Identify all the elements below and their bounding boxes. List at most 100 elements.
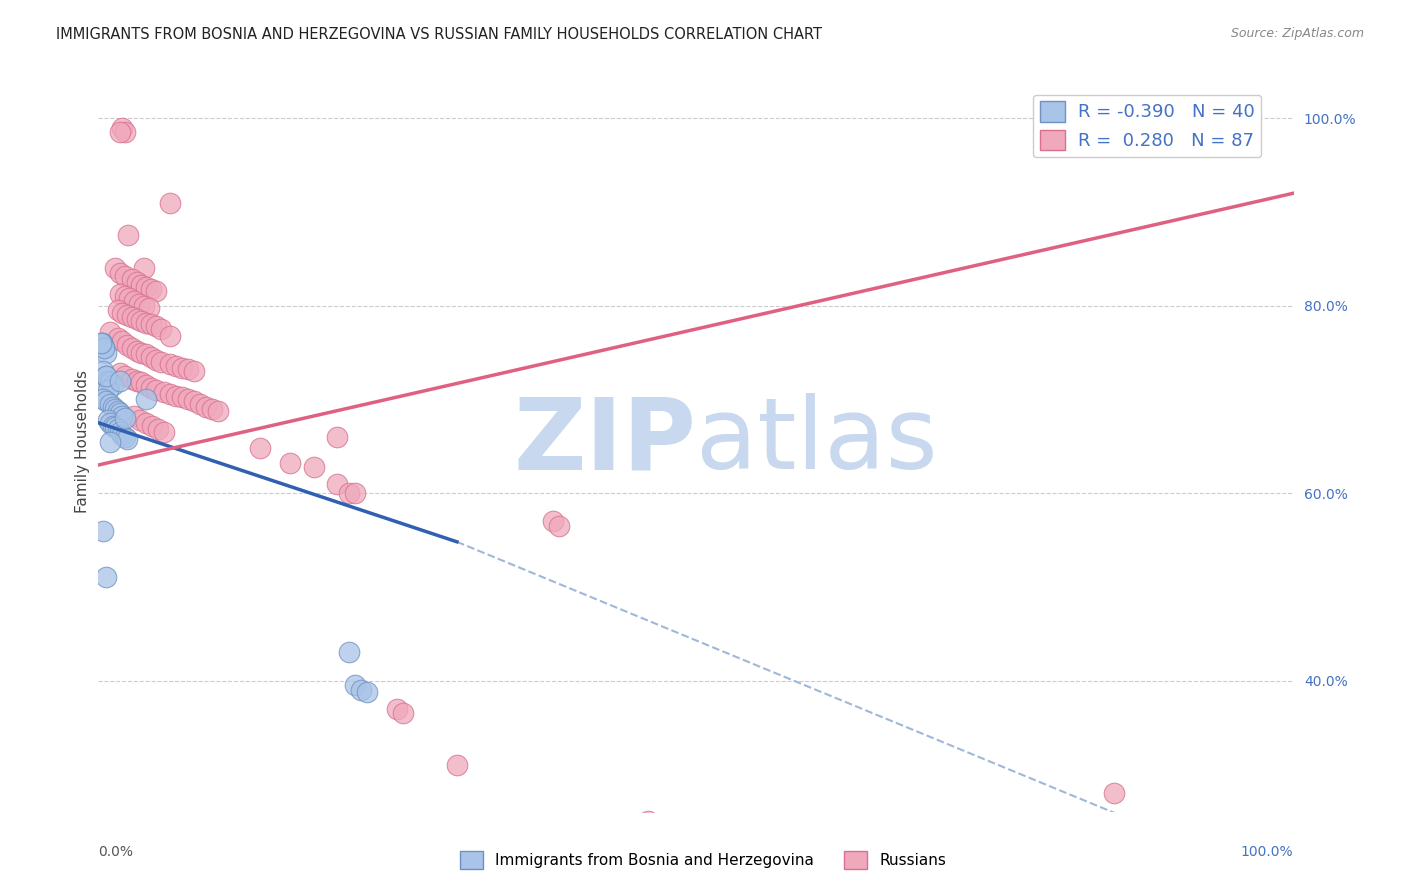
Point	[91, 364, 114, 378]
Point	[547, 519, 569, 533]
Point	[149, 355, 172, 369]
Point	[165, 389, 187, 403]
Point	[108, 406, 131, 420]
Point	[128, 297, 150, 311]
Text: Source: ZipAtlas.com: Source: ZipAtlas.com	[1230, 27, 1364, 40]
Point	[114, 125, 136, 139]
Point	[135, 316, 157, 330]
Point	[93, 341, 115, 355]
Point	[115, 338, 138, 352]
Point	[135, 416, 157, 430]
Point	[177, 362, 200, 376]
Point	[188, 397, 211, 411]
Point	[98, 376, 122, 390]
Point	[131, 313, 153, 327]
Point	[145, 284, 167, 298]
Point	[97, 413, 120, 427]
Point	[94, 345, 117, 359]
Point	[207, 403, 229, 417]
Point	[356, 685, 378, 699]
Point	[108, 425, 131, 439]
Point	[183, 364, 205, 378]
Point	[107, 403, 129, 417]
Point	[139, 318, 162, 332]
Point	[121, 372, 143, 386]
Point	[107, 422, 129, 436]
Point	[153, 384, 176, 399]
Point	[104, 261, 127, 276]
Point	[93, 341, 115, 355]
Point	[344, 486, 367, 500]
Point	[111, 120, 134, 135]
Point	[114, 411, 136, 425]
Point	[302, 823, 325, 838]
Point	[135, 347, 157, 361]
Point	[344, 678, 367, 692]
Point	[108, 287, 131, 301]
Point	[115, 308, 138, 322]
Point	[107, 331, 129, 345]
Point	[392, 706, 415, 721]
Point	[159, 328, 181, 343]
Point	[117, 228, 139, 243]
Point	[101, 378, 124, 392]
Point	[446, 757, 468, 772]
Point	[138, 301, 160, 315]
Text: 100.0%: 100.0%	[1241, 845, 1294, 859]
Point	[114, 268, 136, 283]
Point	[201, 401, 224, 416]
Point	[139, 381, 162, 395]
Y-axis label: Family Households: Family Households	[75, 370, 90, 513]
Point	[98, 397, 122, 411]
Point	[125, 311, 148, 326]
Point	[111, 428, 134, 442]
Point	[172, 360, 194, 375]
Point	[108, 366, 131, 380]
Point	[326, 430, 349, 444]
Text: atlas: atlas	[696, 393, 938, 490]
Point	[111, 306, 134, 320]
Point	[159, 386, 181, 401]
Point	[339, 486, 361, 500]
Point	[145, 383, 167, 397]
Point	[91, 392, 114, 407]
Point	[118, 291, 141, 305]
Point	[145, 353, 167, 368]
Text: ZIP: ZIP	[513, 393, 696, 490]
Point	[98, 434, 122, 449]
Point	[104, 401, 127, 416]
Point	[1104, 786, 1126, 800]
Point	[111, 334, 134, 349]
Point	[97, 383, 120, 397]
Point	[183, 394, 205, 409]
Point	[135, 280, 157, 294]
Point	[114, 289, 136, 303]
Point	[121, 272, 143, 286]
Point	[139, 282, 162, 296]
Point	[94, 570, 117, 584]
Point	[104, 420, 127, 434]
Point	[101, 418, 124, 433]
Point	[139, 350, 162, 364]
Point	[114, 430, 136, 444]
Point	[135, 392, 157, 407]
Point	[90, 336, 112, 351]
Point	[91, 524, 114, 538]
Point	[637, 814, 659, 829]
Point	[121, 310, 143, 324]
Legend: Immigrants from Bosnia and Herzegovina, Russians: Immigrants from Bosnia and Herzegovina, …	[454, 845, 952, 875]
Point	[125, 275, 148, 289]
Point	[541, 514, 564, 528]
Point	[165, 359, 187, 373]
Point	[124, 293, 146, 308]
Point	[115, 432, 138, 446]
Point	[145, 319, 167, 334]
Point	[148, 422, 170, 436]
Point	[125, 374, 148, 388]
Point	[249, 441, 271, 455]
Point	[121, 341, 143, 355]
Point	[159, 357, 181, 371]
Text: IMMIGRANTS FROM BOSNIA AND HERZEGOVINA VS RUSSIAN FAMILY HOUSEHOLDS CORRELATION : IMMIGRANTS FROM BOSNIA AND HERZEGOVINA V…	[56, 27, 823, 42]
Point	[114, 368, 136, 383]
Point	[108, 266, 131, 280]
